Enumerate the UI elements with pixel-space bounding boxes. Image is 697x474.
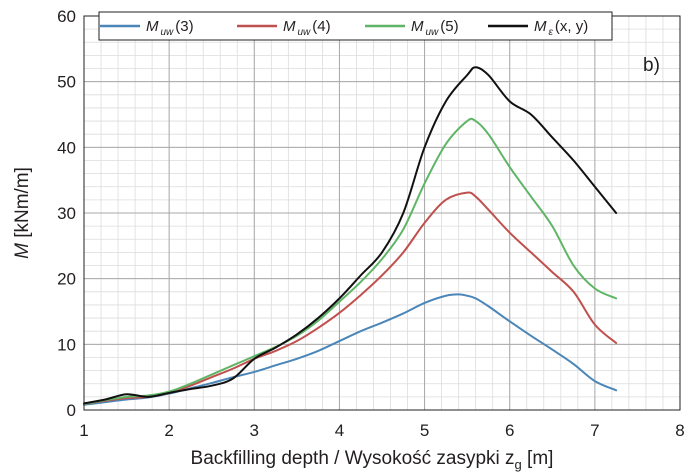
y-tick-label: 10 — [57, 335, 76, 354]
x-axis-label-unit: [m] — [522, 448, 554, 469]
y-axis-label: M [kNm/m] — [12, 167, 33, 259]
x-tick-label: 5 — [420, 421, 429, 440]
y-axis-label-symbol: M — [12, 243, 33, 259]
x-tick-label: 8 — [675, 421, 684, 440]
x-tick-label: 7 — [590, 421, 599, 440]
series-line-3 — [83, 117, 618, 406]
x-axis-label-subscript: g — [515, 457, 522, 472]
x-tick-label: 1 — [79, 421, 88, 440]
x-tick-label: 6 — [505, 421, 514, 440]
y-tick-label: 30 — [57, 204, 76, 223]
panel-label: b) — [643, 55, 660, 76]
series-layer — [83, 66, 618, 406]
y-tick-label: 0 — [67, 401, 76, 420]
y-tick-label: 20 — [57, 270, 76, 289]
y-tick-label: 40 — [57, 138, 76, 157]
x-tick-labels: 1 2 3 4 5 6 7 8 — [79, 421, 684, 440]
x-axis-label: Backfilling depth / Wysokość zasypki zg … — [191, 448, 554, 472]
x-tick-label: 4 — [335, 421, 344, 440]
y-tick-label: 60 — [57, 7, 76, 26]
x-tick-label: 2 — [164, 421, 173, 440]
x-tick-label: 3 — [250, 421, 259, 440]
y-tick-labels: 0 10 20 30 40 50 60 — [57, 7, 76, 420]
y-tick-label: 50 — [57, 73, 76, 92]
y-axis-label-unit: [kNm/m] — [12, 167, 33, 243]
series-line-4 — [83, 66, 618, 405]
